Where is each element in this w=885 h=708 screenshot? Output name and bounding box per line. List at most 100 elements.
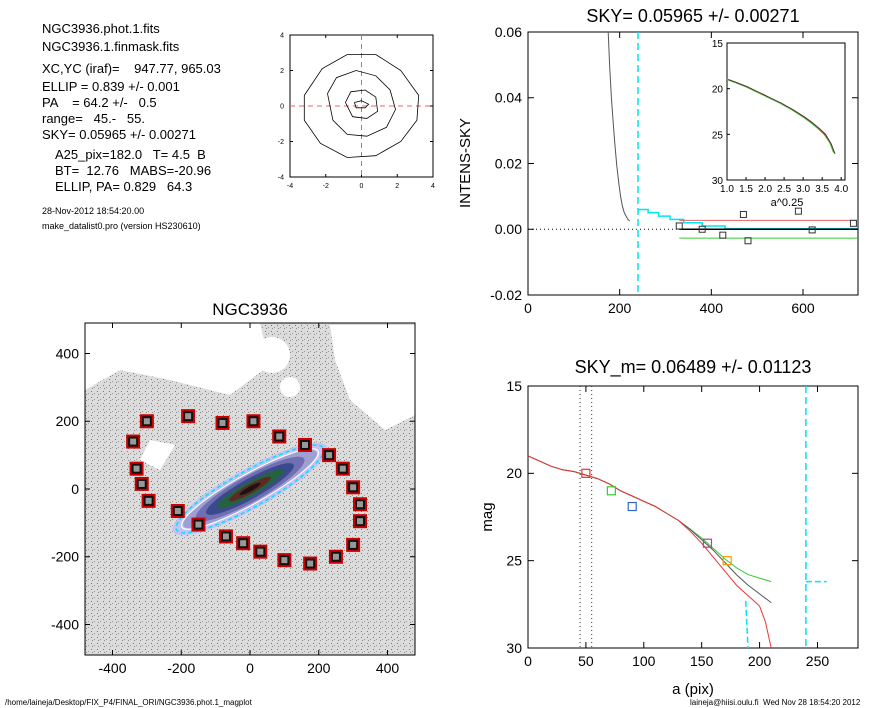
mag-xtick-label: 0 (524, 653, 532, 669)
sky-sample-box-inner (240, 540, 247, 547)
mask-star (254, 337, 290, 373)
mag-xlabel: a (pix) (672, 681, 714, 698)
sky-box-point (675, 222, 683, 230)
mag-series-red (527, 455, 772, 649)
inset-curve-black (728, 79, 836, 155)
sky-box-point (794, 207, 802, 215)
sky-sample-box-inner (350, 484, 357, 491)
galaxy-title: NGC3936 (212, 300, 288, 319)
mag-ytick-label: 15 (506, 378, 522, 394)
inset-xlabel: a^0.25 (771, 197, 804, 209)
sky-sample-box-inner (357, 501, 363, 508)
sky-sample-box-inner (195, 521, 202, 528)
footer-path: /home/laineja/Desktop/FIX_P4/FINAL_ORI/N… (5, 698, 252, 707)
sky-ytick-label: 0.04 (495, 90, 522, 106)
info-ellip: ELLIP = 0.839 +/- 0.001 (42, 79, 180, 94)
sky-title: SKY= 0.05965 +/- 0.00271 (586, 6, 799, 26)
sky-ytick-label: 0.00 (495, 221, 522, 237)
inset-ytick-label: 30 (712, 176, 724, 187)
contour-xtick-label: 4 (431, 183, 435, 190)
sky-sample-box-inner (302, 441, 308, 448)
galaxy-xtick-label: -200 (167, 660, 195, 676)
mag-marker (581, 468, 591, 478)
mag-marker (722, 556, 732, 566)
mag-title: SKY_m= 0.06489 +/- 0.01123 (575, 357, 812, 378)
sky-xtick-label: 400 (700, 300, 724, 316)
contour-ytick-label: 4 (280, 32, 284, 39)
galaxy-xtick-label: -400 (98, 660, 126, 676)
sky-sample-box-inner (143, 418, 150, 425)
sky-sample-box-inner (174, 508, 181, 515)
inset-ytick-label: 25 (712, 130, 724, 141)
sky-sample-box-inner (326, 452, 333, 459)
inset-xtick-label: 2.5 (777, 184, 791, 195)
sky-profile-line (607, 31, 631, 222)
inset-xtick-label: 1.5 (739, 184, 753, 195)
mask-region (140, 440, 175, 470)
sky-xtick-label: 600 (791, 300, 815, 316)
galaxy-xtick-label: 400 (376, 660, 400, 676)
sky-xtick-label: 0 (524, 300, 532, 316)
mag-ytick-label: 25 (506, 553, 522, 569)
sky-sample-box-inner (357, 518, 363, 525)
sky-box-point (698, 225, 706, 233)
galaxy-xtick-label: 0 (246, 660, 254, 676)
sky-sample-box-inner (185, 413, 192, 420)
inset-ytick-label: 20 (712, 85, 724, 96)
mask-region (330, 325, 415, 430)
sky-sample-box-inner (138, 480, 145, 487)
contour-xtick-label: 2 (395, 183, 399, 190)
contour-xtick-label: -2 (323, 183, 329, 190)
contour-xtick-label: -4 (287, 183, 293, 190)
info-sky: SKY= 0.05965 +/- 0.00271 (42, 127, 196, 142)
info-ellip-pa: ELLIP, PA= 0.829 64.3 (55, 179, 193, 194)
contour-level (345, 89, 379, 119)
contour-level (327, 70, 396, 137)
contour-ytick-label: 2 (280, 68, 284, 75)
info-a25: A25_pix=182.0 T= 4.5 B (55, 147, 206, 162)
mag-xtick-label: 150 (690, 653, 714, 669)
sky-ytick-label: 0.06 (495, 24, 522, 40)
contour-ytick-label: -4 (278, 174, 284, 181)
sky-step-line (638, 208, 858, 230)
inset-xtick-label: 3.0 (796, 184, 810, 195)
sky-box-point (808, 226, 816, 234)
mag-marker (606, 486, 616, 496)
galaxy-ytick-label: -400 (51, 616, 79, 632)
mag-ylabel: mag (479, 502, 496, 531)
inset-xtick-label: 4.0 (834, 184, 848, 195)
info-center: XC,YC (iraf)= 947.77, 965.03 (42, 61, 221, 76)
sky-xtick-label: 200 (608, 300, 632, 316)
mag-sky-mark (744, 600, 749, 649)
sky-sample-box-inner (219, 419, 226, 426)
galaxy-xtick-label: 200 (307, 660, 331, 676)
contour-ytick-label: -2 (278, 139, 284, 146)
info-pa: PA = 64.2 +/- 0.5 (42, 95, 157, 110)
sky-box-point (744, 237, 752, 245)
inset-xtick-label: 2.0 (758, 184, 772, 195)
galaxy-image (85, 323, 415, 655)
mag-series-black (527, 455, 772, 603)
galaxy-isophote (239, 482, 261, 496)
contour-ytick-label: 0 (280, 103, 284, 110)
sky-sample-box-inner (133, 465, 140, 472)
mag-xtick-label: 250 (806, 653, 830, 669)
sky-ylabel: INTENS-SKY (457, 118, 474, 208)
mag-ytick-label: 30 (506, 640, 522, 656)
sky-sample-box-inner (222, 533, 229, 540)
info-program: make_datalist0.pro (version HS230610) (42, 221, 201, 231)
mag-marker (627, 501, 637, 512)
info-maskname: NGC3936.1.finmask.fits (42, 39, 180, 54)
info-range: range= 45.- 55. (42, 111, 145, 126)
mag-series-green (527, 455, 772, 583)
mag-xtick-label: 50 (578, 653, 594, 669)
mag-xtick-label: 200 (748, 653, 772, 669)
sky-box-point (719, 231, 727, 239)
galaxy-ytick-label: -200 (51, 549, 79, 565)
mag-frame (527, 385, 859, 649)
sky-box-point (739, 210, 747, 218)
info-bt: BT= 12.76 MABS=-20.96 (55, 163, 212, 178)
sky-sample-box-inner (281, 557, 288, 564)
sky-sample-box-inner (339, 465, 346, 472)
